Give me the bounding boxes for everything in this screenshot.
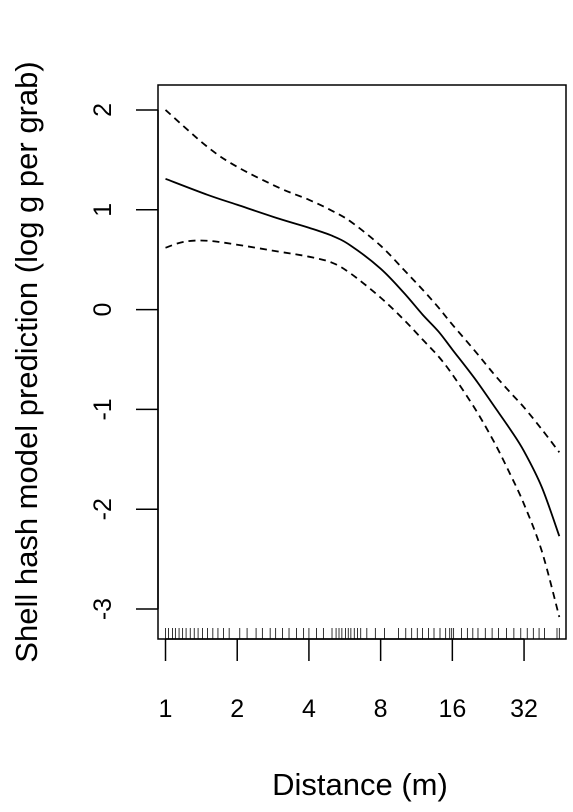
x-tick-label: 8 bbox=[374, 695, 388, 723]
rug-marks bbox=[165, 628, 560, 639]
y-tick-label: -2 bbox=[89, 498, 117, 520]
series-lower-ci bbox=[165, 239, 561, 618]
y-tick-label: -1 bbox=[89, 398, 117, 420]
y-axis-title: Shell hash model prediction (log g per g… bbox=[9, 61, 44, 662]
y-tick-label: 0 bbox=[89, 303, 117, 317]
series-upper-ci bbox=[164, 109, 561, 453]
x-tick-label: 16 bbox=[438, 695, 466, 723]
series-fit bbox=[165, 177, 561, 537]
x-tick-label: 32 bbox=[510, 695, 538, 723]
y-tick-label: -3 bbox=[89, 598, 117, 620]
x-tick-label: 2 bbox=[230, 695, 244, 723]
y-axis: 2 1 0 -1 -2 -3 bbox=[89, 103, 159, 620]
y-tick-label: 2 bbox=[89, 103, 117, 117]
x-axis-title: Distance (m) bbox=[272, 767, 448, 802]
x-axis: 1 2 4 8 16 32 bbox=[159, 638, 538, 723]
series-lines bbox=[164, 109, 561, 618]
x-tick-label: 1 bbox=[159, 695, 173, 723]
x-tick-label: 4 bbox=[302, 695, 316, 723]
plot-frame bbox=[157, 84, 567, 640]
y-tick-label: 1 bbox=[89, 203, 117, 217]
